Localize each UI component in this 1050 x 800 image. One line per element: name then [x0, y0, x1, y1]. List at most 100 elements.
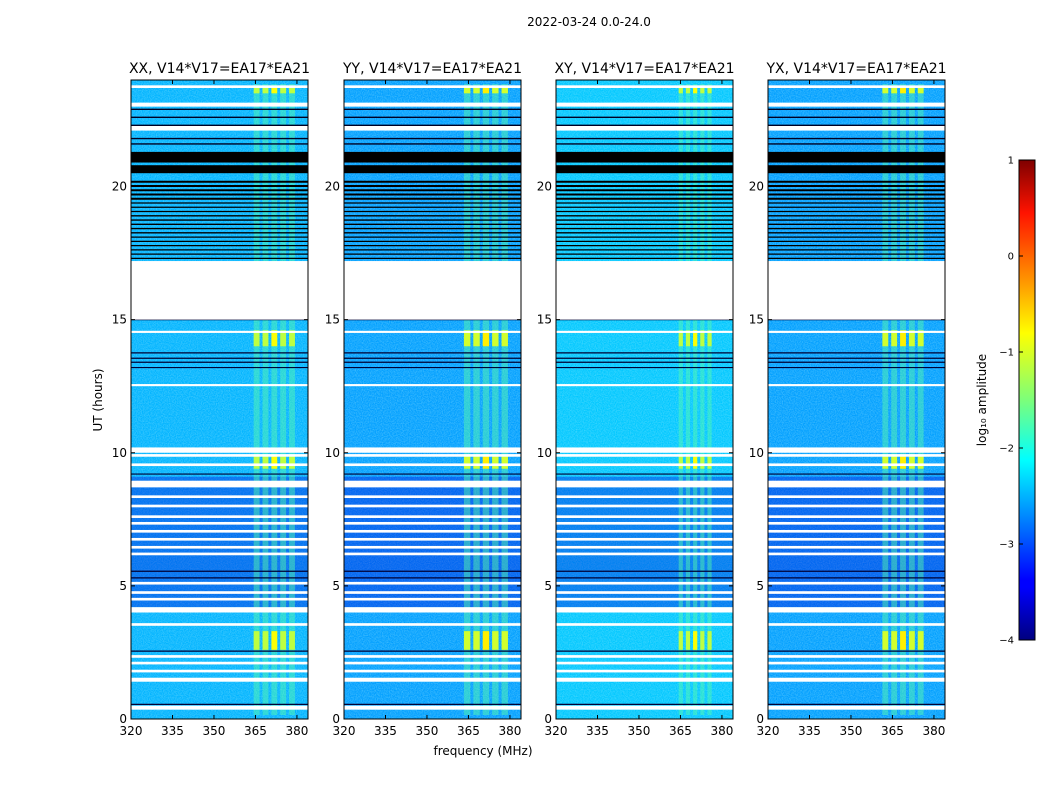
- rfi-burst: [482, 631, 490, 650]
- x-tick-label: 335: [586, 724, 609, 738]
- rfi-burst: [693, 86, 698, 94]
- flagged-interval: [556, 495, 733, 499]
- rfi-burst: [685, 330, 691, 347]
- flagged-interval: [131, 447, 308, 453]
- low-level-block: [131, 476, 308, 608]
- flagged-interval: [131, 495, 308, 499]
- flagged-interval: [556, 655, 733, 658]
- no-data-gap: [556, 261, 733, 320]
- y-tick-label: 20: [112, 180, 127, 194]
- rfi-burst: [700, 86, 705, 94]
- flagged-interval: [768, 669, 945, 673]
- rfi-burst: [271, 86, 278, 94]
- flagged-interval: [344, 330, 521, 333]
- flagged-interval: [768, 597, 945, 601]
- rfi-burst: [253, 455, 260, 469]
- rfi-burst: [700, 330, 705, 347]
- rfi-burst: [482, 330, 490, 347]
- panel-frame: [555, 79, 734, 720]
- colorbar-tick-label: −3: [999, 540, 1014, 551]
- rfi-burst: [693, 631, 698, 650]
- rfi-burst: [289, 455, 295, 469]
- sparse-data-region: [768, 108, 945, 260]
- x-tick-label: 320: [545, 724, 568, 738]
- flagged-interval: [556, 597, 733, 601]
- rfi-burst: [482, 455, 490, 469]
- flagged-interval: [556, 537, 733, 541]
- rfi-burst: [678, 86, 683, 94]
- colorbar-label: log₁₀ amplitude: [975, 354, 989, 446]
- y-tick-label: 0: [756, 712, 764, 726]
- rfi-burst: [700, 455, 705, 469]
- y-tick-label: 0: [332, 712, 340, 726]
- y-tick-label: 20: [537, 180, 552, 194]
- flagged-interval: [768, 330, 945, 333]
- flagged-interval: [556, 125, 733, 131]
- panel-2: YY, V14*V17=EA17*EA21 320 335 350 365 380 0 5 10…: [325, 61, 522, 738]
- flagged-interval: [344, 655, 521, 658]
- x-axis-label: frequency (MHz): [433, 744, 532, 758]
- flagged-interval: [556, 591, 733, 594]
- low-level-block: [556, 476, 733, 608]
- flagged-interval: [344, 597, 521, 601]
- flagged-interval: [344, 545, 521, 549]
- flagged-interval: [344, 521, 521, 525]
- flagged-interval: [556, 85, 733, 88]
- flagged-interval: [556, 515, 733, 518]
- black-band: [344, 165, 521, 174]
- x-tick-label: 335: [374, 724, 397, 738]
- y-tick-label: 20: [325, 180, 340, 194]
- x-tick-label: 350: [416, 724, 439, 738]
- y-axis-label: UT (hours): [91, 368, 105, 431]
- flagged-interval: [344, 705, 521, 710]
- rfi-burst: [262, 631, 269, 650]
- flagged-interval: [768, 504, 945, 508]
- flagged-interval: [768, 655, 945, 658]
- rfi-channel: [289, 84, 295, 715]
- rfi-burst: [501, 631, 508, 650]
- rfi-burst: [891, 330, 898, 347]
- flagged-interval: [768, 102, 945, 107]
- rfi-burst: [271, 330, 278, 347]
- black-band: [131, 151, 308, 163]
- flagged-interval: [344, 515, 521, 518]
- flagged-interval: [768, 623, 945, 626]
- rfi-burst: [678, 631, 683, 650]
- y-tick-label: 10: [325, 446, 340, 460]
- sparse-data-region: [344, 108, 521, 260]
- flagged-interval: [344, 537, 521, 541]
- rfi-channel: [693, 84, 698, 715]
- rfi-burst: [707, 455, 712, 469]
- panel-title: YX, V14*V17=EA17*EA21: [765, 61, 946, 77]
- rfi-channel: [900, 84, 906, 715]
- flagged-interval: [556, 521, 733, 525]
- rfi-burst: [882, 631, 889, 650]
- flagged-interval: [131, 607, 308, 613]
- figure-title: 2022-03-24 0.0-24.0: [527, 15, 651, 29]
- rfi-burst: [473, 455, 480, 469]
- rfi-channel: [685, 84, 691, 715]
- rfi-channel: [917, 84, 924, 715]
- flagged-interval: [344, 623, 521, 626]
- flagged-interval: [344, 591, 521, 594]
- rfi-channel: [908, 84, 915, 715]
- flagged-interval: [556, 330, 733, 333]
- no-data-gap: [768, 261, 945, 320]
- y-tick-label: 15: [537, 313, 552, 327]
- flagged-interval: [131, 504, 308, 508]
- rfi-burst: [473, 631, 480, 650]
- panels-group: XX, V14*V17=EA17*EA21 320 335 350 365 380 0 5 10…: [112, 61, 947, 738]
- no-data-gap: [131, 261, 308, 320]
- rfi-burst: [262, 330, 269, 347]
- black-band: [556, 165, 733, 174]
- rfi-burst: [891, 455, 898, 469]
- flagged-interval: [556, 454, 733, 457]
- black-band: [344, 151, 521, 163]
- rfi-burst: [253, 86, 260, 94]
- low-level-block: [768, 476, 945, 608]
- flagged-interval: [768, 521, 945, 525]
- flagged-interval: [131, 545, 308, 549]
- colorbar-tick-label: 0: [1008, 252, 1014, 263]
- flagged-interval: [131, 463, 308, 467]
- rfi-burst: [917, 631, 924, 650]
